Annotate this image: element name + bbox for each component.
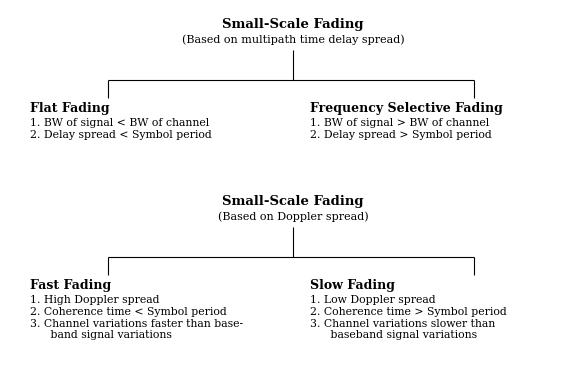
Text: 1. Low Doppler spread: 1. Low Doppler spread (310, 295, 436, 305)
Text: Small-Scale Fading: Small-Scale Fading (222, 195, 364, 208)
Text: Slow Fading: Slow Fading (310, 279, 395, 292)
Text: 3. Channel variations slower than: 3. Channel variations slower than (310, 319, 495, 329)
Text: baseband signal variations: baseband signal variations (320, 330, 477, 340)
Text: 3. Channel variations faster than base-: 3. Channel variations faster than base- (30, 319, 243, 329)
Text: Flat Fading: Flat Fading (30, 102, 110, 115)
Text: 1. BW of signal < BW of channel: 1. BW of signal < BW of channel (30, 118, 209, 128)
Text: 2. Coherence time > Symbol period: 2. Coherence time > Symbol period (310, 307, 507, 317)
Text: Small-Scale Fading: Small-Scale Fading (222, 18, 364, 31)
Text: 1. High Doppler spread: 1. High Doppler spread (30, 295, 160, 305)
Text: Frequency Selective Fading: Frequency Selective Fading (310, 102, 503, 115)
Text: Fast Fading: Fast Fading (30, 279, 112, 292)
Text: 2. Delay spread < Symbol period: 2. Delay spread < Symbol period (30, 130, 212, 140)
Text: 2. Coherence time < Symbol period: 2. Coherence time < Symbol period (30, 307, 227, 317)
Text: band signal variations: band signal variations (40, 330, 172, 340)
Text: (Based on Doppler spread): (Based on Doppler spread) (218, 211, 368, 222)
Text: 1. BW of signal > BW of channel: 1. BW of signal > BW of channel (310, 118, 489, 128)
Text: 2. Delay spread > Symbol period: 2. Delay spread > Symbol period (310, 130, 492, 140)
Text: (Based on multipath time delay spread): (Based on multipath time delay spread) (182, 34, 404, 44)
